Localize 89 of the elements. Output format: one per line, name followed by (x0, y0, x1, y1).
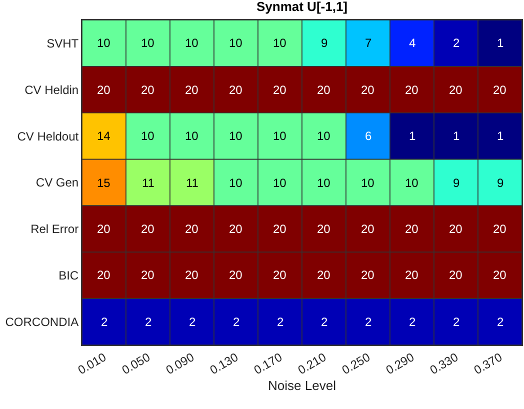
data-label: 9 (321, 36, 328, 50)
data-label: 20 (273, 83, 287, 97)
y-tick-label: CORCONDIA (5, 314, 79, 329)
data-label: 20 (141, 268, 155, 282)
x-tick-label: 0.210 (295, 350, 329, 378)
x-tick-label: 0.050 (119, 350, 153, 378)
y-tick-label: SVHT (46, 36, 80, 50)
data-label: 1 (453, 129, 460, 143)
data-label: 20 (141, 83, 155, 97)
data-label: 10 (229, 129, 243, 143)
data-label: 11 (186, 176, 199, 190)
data-label: 10 (141, 36, 155, 50)
data-label: 20 (405, 222, 419, 236)
y-tick-label: Rel Error (30, 222, 79, 236)
data-label: 10 (229, 36, 243, 50)
data-label: 20 (317, 222, 331, 236)
data-label: 20 (405, 83, 419, 97)
data-label: 20 (361, 222, 375, 236)
data-label: 2 (453, 36, 460, 50)
data-label: 20 (97, 222, 111, 236)
data-label: 2 (409, 315, 416, 329)
data-label: 20 (493, 83, 507, 97)
data-label: 20 (185, 83, 199, 97)
data-label: 10 (273, 129, 287, 143)
y-tick-label: BIC (58, 268, 79, 283)
x-tick-label: 0.370 (471, 350, 505, 378)
data-label: 20 (229, 83, 243, 97)
data-label: 20 (317, 268, 331, 282)
data-label: 2 (101, 315, 108, 329)
data-label: 2 (365, 315, 372, 329)
data-label: 14 (97, 129, 111, 143)
data-label: 10 (361, 176, 375, 190)
data-label: 15 (97, 176, 111, 190)
data-label: 10 (229, 176, 243, 190)
data-label: 11 (142, 176, 155, 190)
y-tick-label: CV Gen (36, 176, 79, 190)
data-label: 20 (273, 268, 287, 282)
data-label: 20 (361, 268, 375, 282)
data-label: 2 (233, 315, 240, 329)
x-tick-label: 0.010 (75, 350, 109, 378)
data-label: 2 (453, 315, 460, 329)
data-label: 1 (497, 36, 504, 50)
chart-title: Synmat U[-1,1] (256, 0, 348, 14)
data-label: 2 (321, 315, 328, 329)
data-label: 6 (365, 129, 372, 143)
data-label: 20 (185, 268, 199, 282)
data-label: 2 (189, 315, 196, 329)
data-label: 20 (141, 222, 155, 236)
data-label: 10 (97, 36, 111, 50)
x-tick-label: 0.130 (207, 350, 241, 378)
data-label: 20 (405, 268, 419, 282)
data-label: 10 (141, 129, 155, 143)
data-label: 10 (405, 176, 419, 190)
data-label: 20 (317, 83, 331, 97)
data-label: 20 (361, 83, 375, 97)
data-label: 1 (409, 129, 416, 143)
y-tick-label: CV Heldout (17, 129, 80, 144)
data-label: 20 (97, 83, 111, 97)
data-label: 20 (449, 83, 463, 97)
data-label: 10 (317, 176, 331, 190)
data-label: 20 (273, 222, 287, 236)
data-label: 7 (365, 36, 372, 50)
data-label: 20 (493, 222, 507, 236)
data-label: 9 (497, 176, 504, 190)
data-label: 20 (449, 222, 463, 236)
data-label: 10 (185, 36, 199, 50)
x-tick-label: 0.170 (251, 350, 285, 378)
data-label: 10 (273, 36, 287, 50)
y-tick-label: CV Heldin (24, 82, 79, 97)
data-label: 4 (409, 36, 416, 50)
x-tick-label: 0.090 (163, 350, 197, 378)
data-label: 20 (229, 222, 243, 236)
data-label: 10 (273, 176, 287, 190)
data-label: 2 (145, 315, 152, 329)
data-label: 2 (277, 315, 284, 329)
data-label: 10 (317, 129, 331, 143)
x-tick-label: 0.290 (383, 350, 417, 378)
data-label: 2 (497, 315, 504, 329)
data-label: 10 (185, 129, 199, 143)
data-label: 1 (497, 129, 504, 143)
data-label: 20 (449, 268, 463, 282)
x-tick-label: 0.250 (339, 350, 373, 378)
data-label: 9 (453, 176, 460, 190)
x-tick-label: 0.330 (427, 350, 461, 378)
data-label: 20 (493, 268, 507, 282)
data-label: 20 (185, 222, 199, 236)
data-label: 20 (229, 268, 243, 282)
x-axis-title: Noise Level (268, 378, 336, 393)
data-label: 20 (97, 268, 111, 282)
